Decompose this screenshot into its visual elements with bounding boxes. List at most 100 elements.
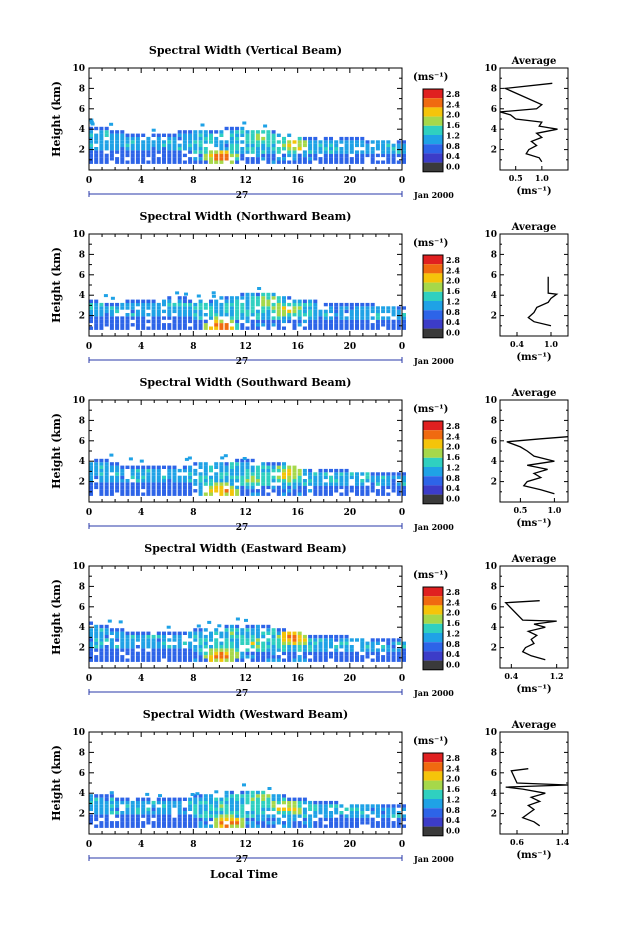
heatmap-cell: [349, 147, 354, 151]
heatmap-cell: [313, 143, 318, 148]
heatmap-cell: [292, 326, 297, 330]
heatmap-cell: [349, 150, 354, 154]
heatmap-cell: [141, 658, 146, 662]
heatmap-cell: [391, 153, 396, 158]
heatmap-cell: [386, 804, 391, 808]
heatmap-cell: [203, 475, 208, 480]
heatmap-cell: [141, 482, 146, 486]
heatmap-cell: [276, 631, 281, 635]
heatmap-cell: [271, 804, 276, 808]
heatmap-cell: [219, 482, 224, 486]
heatmap-cell: [271, 645, 276, 649]
heatmap-cell: [188, 482, 193, 486]
heatmap-cell: [198, 475, 203, 480]
heatmap-cell: [99, 634, 104, 639]
heatmap-cell: [151, 485, 156, 490]
heatmap-cell: [245, 800, 250, 805]
heatmap-cell: [146, 319, 151, 324]
heatmap-cell: [240, 147, 245, 151]
heatmap-cell: [271, 302, 276, 307]
heatmap-cell: [151, 651, 156, 656]
heatmap-cell: [292, 807, 297, 811]
heatmap-cell: [151, 157, 156, 161]
heatmap-cell: [292, 475, 297, 480]
heatmap-cell: [219, 319, 224, 324]
heatmap-cell: [308, 648, 313, 652]
heatmap-cell: [287, 638, 292, 642]
panel-5: Spectral Width (Westward Beam)0 4 8 12 16 20 0…: [50, 708, 570, 865]
heatmap-cells: [89, 453, 406, 496]
heatmap-cell: [391, 648, 396, 652]
heatmap-cell: [391, 475, 396, 480]
heatmap-cell: [255, 824, 260, 828]
heatmap-cell: [99, 489, 104, 493]
heatmap-cell: [360, 655, 365, 659]
heatmap-cell: [193, 136, 198, 141]
heatmap-cell: [182, 296, 187, 300]
heatmap-cell: [219, 147, 224, 151]
heatmap-cell: [271, 316, 276, 320]
x-tick-label: 20: [344, 840, 357, 850]
heatmap-cell: [292, 492, 297, 496]
heatmap-cell: [115, 140, 120, 144]
heatmap-cell: [313, 309, 318, 314]
date-label: Jan 2000: [413, 688, 454, 698]
heatmap-cell: [334, 651, 339, 656]
heatmap-cell: [240, 631, 245, 635]
heatmap-cell: [99, 485, 104, 490]
heatmap-cell: [276, 797, 281, 801]
heatmap-cell: [188, 157, 193, 161]
heatmap-cell: [188, 492, 193, 496]
heatmap-cell: [190, 793, 195, 796]
heatmap-cell: [182, 811, 187, 815]
heatmap-cell: [292, 814, 297, 818]
heatmap-cell: [329, 492, 333, 496]
heatmap-cell: [177, 319, 182, 324]
heatmap-cell: [89, 797, 93, 801]
heatmap-cell: [266, 299, 271, 303]
heatmap-cell: [198, 631, 203, 635]
heatmap-cell: [396, 804, 401, 808]
heatmap-cell: [391, 313, 396, 317]
heatmap-cell: [266, 313, 271, 317]
average-x-label: (ms⁻¹): [516, 684, 551, 695]
heatmap-cell: [381, 306, 386, 310]
heatmap-cell: [276, 794, 281, 798]
heatmap-cell: [224, 153, 229, 158]
heatmap-cell: [323, 316, 328, 320]
heatmap-cell: [266, 302, 271, 307]
heatmap-cell: [235, 794, 240, 798]
heatmap-cell: [89, 641, 93, 645]
colorbar-segment: [423, 439, 443, 449]
average-y-tick-label: 10: [484, 728, 497, 738]
heatmap-cell: [250, 658, 255, 662]
heatmap-cell: [198, 153, 203, 158]
heatmap-cell: [219, 645, 224, 649]
heatmap-cell: [172, 147, 177, 151]
heatmap-cell: [282, 492, 286, 496]
heatmap-cell: [302, 299, 307, 303]
heatmap-cell: [318, 489, 323, 493]
heatmap-cell: [209, 465, 213, 469]
heatmap-cell: [193, 804, 198, 808]
heatmap-cell: [245, 631, 250, 635]
heatmap-cell: [177, 641, 182, 645]
heatmap-cell: [167, 133, 172, 137]
heatmap-cell: [89, 648, 93, 652]
heatmap-cell: [308, 641, 313, 645]
heatmap-cell: [198, 302, 203, 307]
heatmap-cell: [146, 147, 151, 151]
heatmap-cell: [391, 651, 396, 656]
heatmap-cell: [125, 150, 130, 154]
heatmap-cell: [115, 306, 120, 310]
heatmap-cell: [209, 133, 213, 137]
heatmap-cell: [130, 468, 135, 473]
heatmap-cell: [151, 475, 156, 480]
heatmap-cell: [135, 485, 140, 490]
heatmap-cell: [297, 147, 302, 151]
heatmap-cell: [386, 306, 391, 310]
heatmap-cell: [349, 326, 354, 330]
heatmap-cell: [172, 634, 177, 639]
colorbar-tick-label: 1.6: [446, 618, 460, 628]
heatmap-cell: [130, 160, 135, 164]
